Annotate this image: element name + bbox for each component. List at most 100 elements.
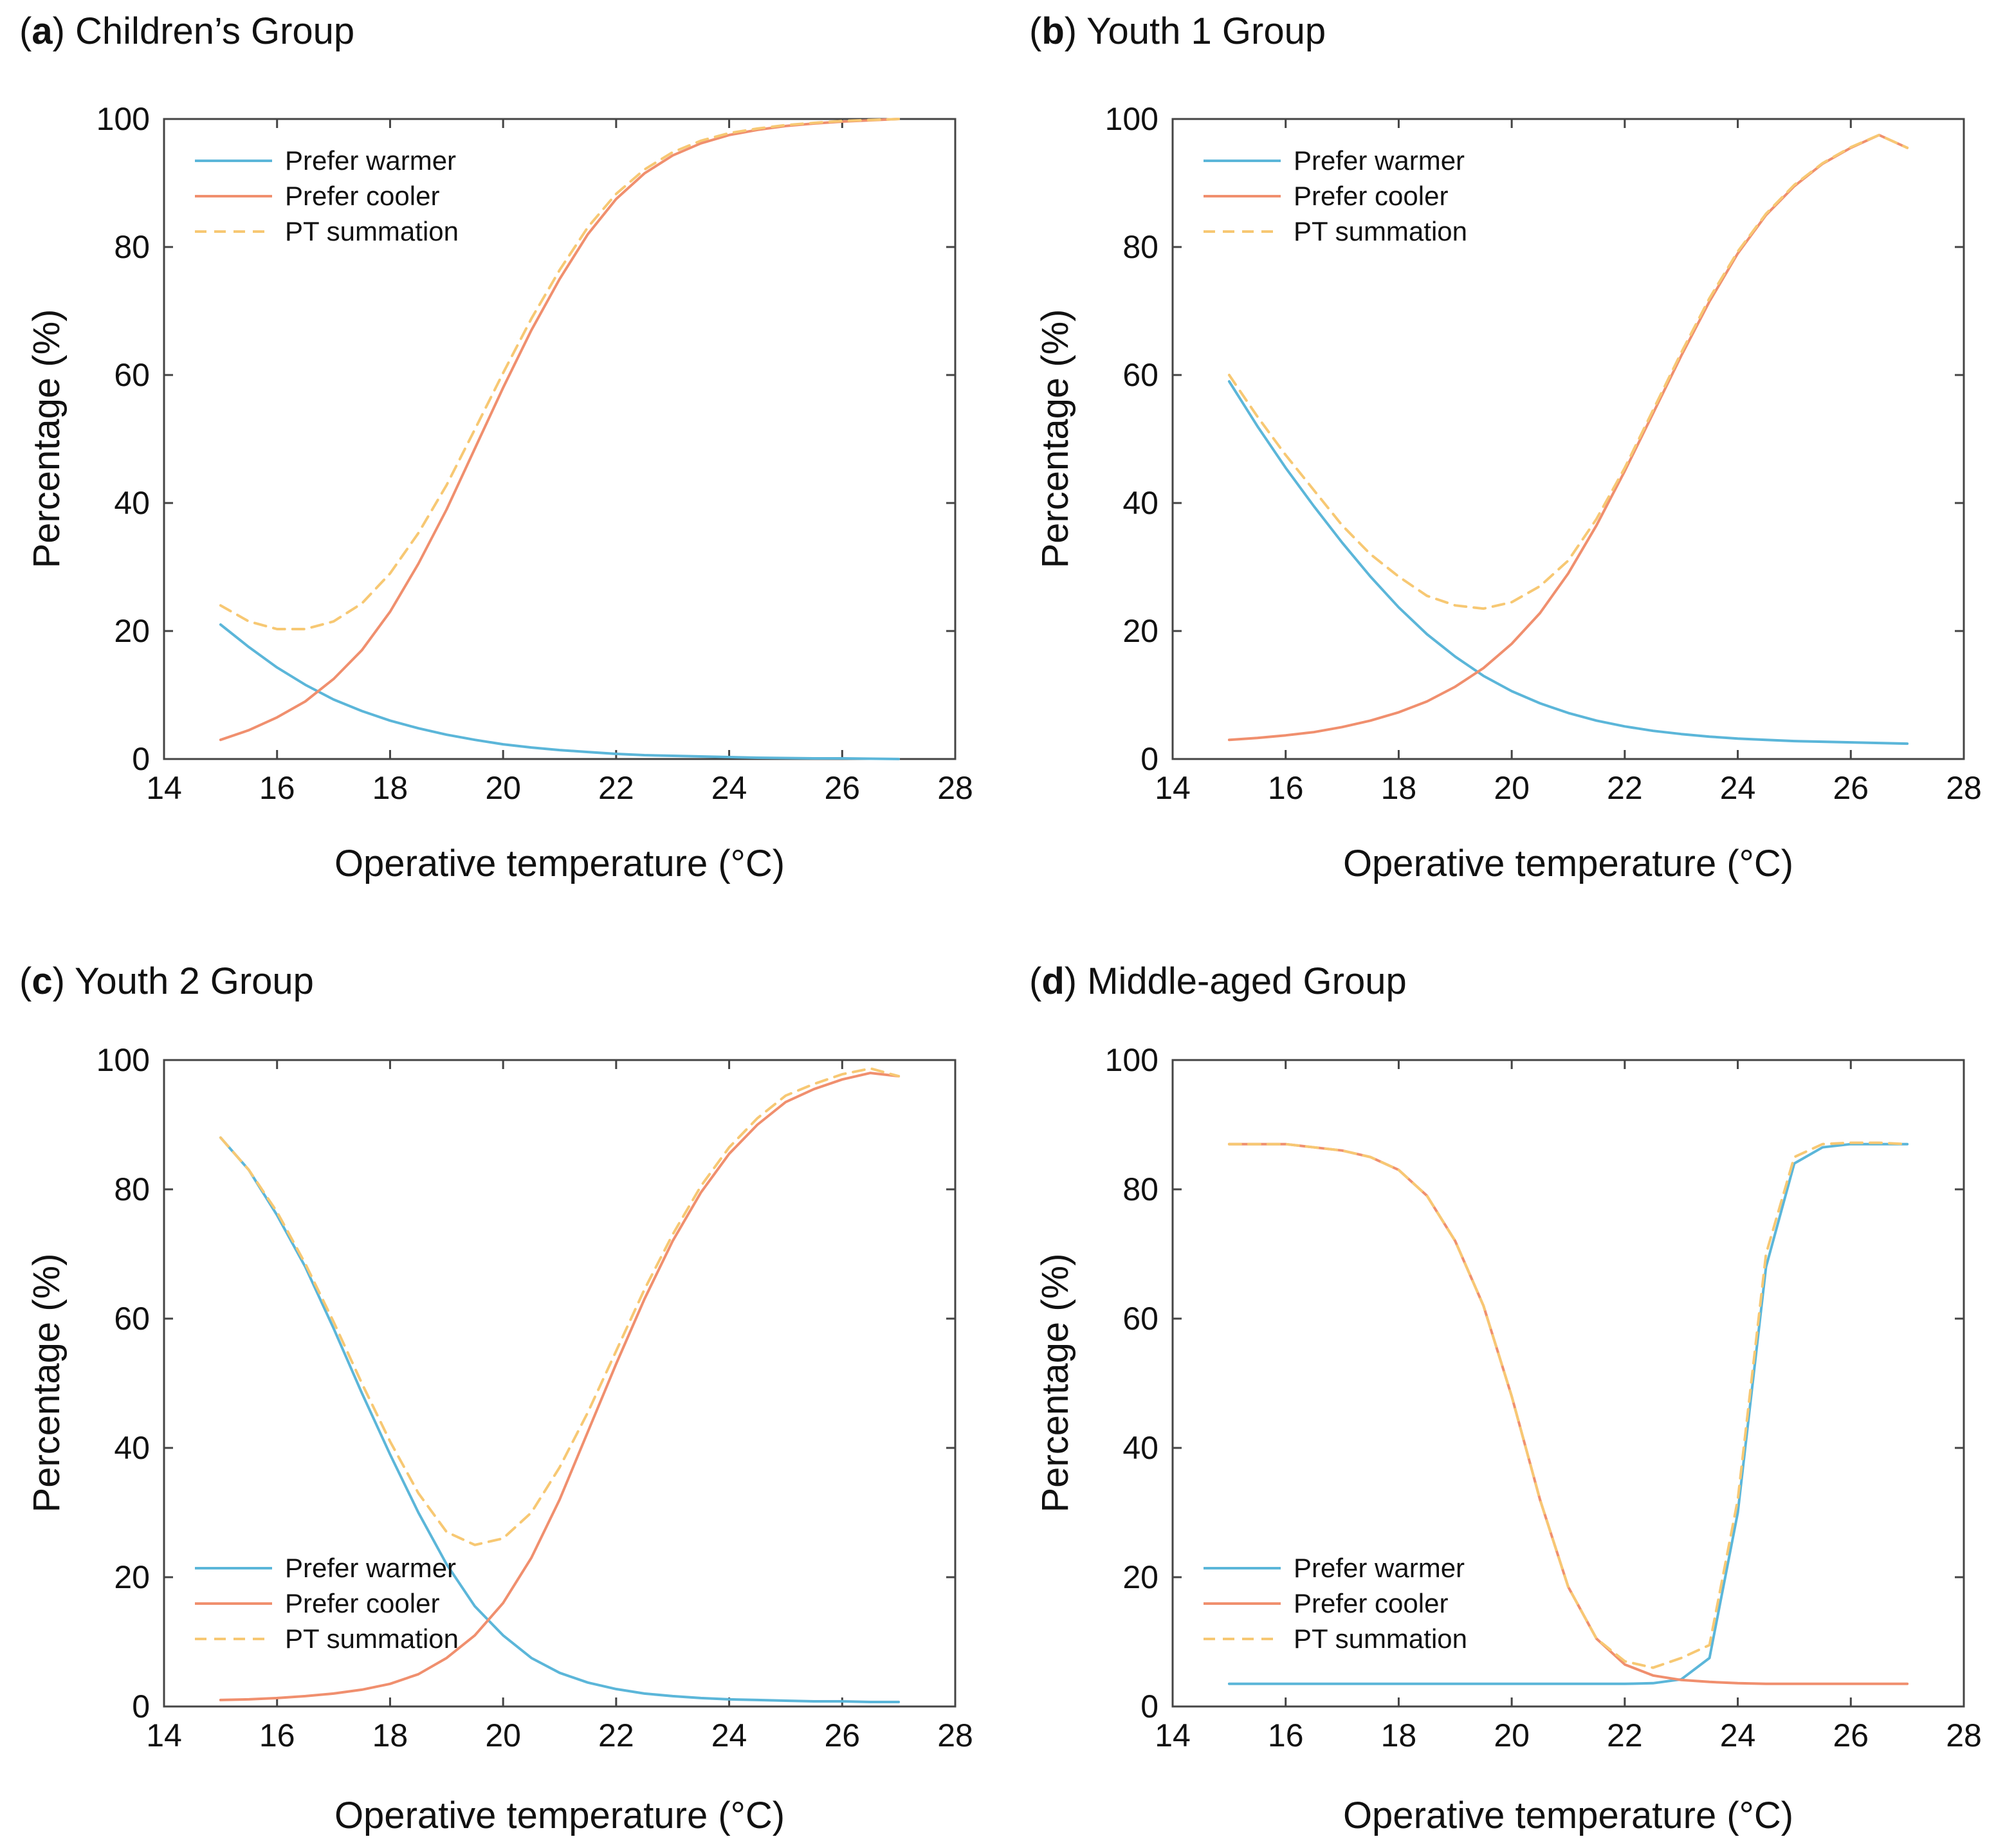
panel-c-series-prefer-warmer xyxy=(219,1136,901,1703)
panel-c-y-tick-label: 100 xyxy=(96,1042,150,1078)
panel-d: (d) Middle-aged Group 14 16 18 20 22 24 26 28 0 2… xyxy=(1029,960,1982,1836)
panel-b-y-axis-label: Percentage (%) xyxy=(1034,309,1076,569)
panel-b-legend-label-prefer-cooler: Prefer cooler xyxy=(1294,181,1448,211)
panel-a-x-tick-label: 26 xyxy=(824,770,860,806)
panel-a-x-axis-label: Operative temperature (°C) xyxy=(334,843,785,884)
panel-a-title: (a) Children’s Group xyxy=(19,10,354,52)
panel-a-plot-frame xyxy=(163,118,957,760)
panel-a-y-tick-label: 20 xyxy=(114,613,150,649)
panel-c-series-prefer-cooler xyxy=(219,1072,901,1701)
panel-c-y-axis-label: Percentage (%) xyxy=(26,1254,68,1513)
panel-c-x-tick-label: 16 xyxy=(259,1717,295,1753)
panel-d-series-prefer-warmer xyxy=(1227,1142,1909,1685)
panel-d-legend: Prefer warmer Prefer cooler PT summation xyxy=(1204,1553,1467,1654)
panel-d-x-tick-label: 28 xyxy=(1946,1717,1982,1753)
panel-d-x-tick-label: 26 xyxy=(1833,1717,1869,1753)
panel-d-ticks: 14 16 18 20 22 24 26 28 0 20 40 60 80 100 xyxy=(1105,1042,1982,1753)
panel-d-x-tick-label: 24 xyxy=(1720,1717,1756,1753)
panel-c-series-pt-summation xyxy=(219,1067,901,1546)
panel-b-y-tick-label: 100 xyxy=(1105,101,1158,137)
panel-d-legend-label-prefer-warmer: Prefer warmer xyxy=(1294,1553,1465,1583)
panel-a-x-tick-label: 24 xyxy=(711,770,747,806)
panel-d-x-tick-label: 16 xyxy=(1268,1717,1304,1753)
panel-d-x-tick-label: 22 xyxy=(1607,1717,1643,1753)
panel-b-x-tick-label: 24 xyxy=(1720,770,1756,806)
panel-d-y-tick-label: 100 xyxy=(1105,1042,1158,1078)
panel-d-y-tick-label: 40 xyxy=(1122,1430,1158,1466)
panel-c-x-tick-label: 18 xyxy=(372,1717,408,1753)
panel-b-x-tick-label: 14 xyxy=(1155,770,1191,806)
panel-d-series xyxy=(1227,1141,1909,1685)
panel-c-y-tick-label: 40 xyxy=(114,1430,150,1466)
panel-b-series xyxy=(1227,133,1909,746)
panel-d-title: (d) Middle-aged Group xyxy=(1029,960,1407,1002)
panel-b-title: (b) Youth 1 Group xyxy=(1029,10,1326,52)
panel-b-x-tick-label: 26 xyxy=(1833,770,1869,806)
panel-a-legend-label-prefer-warmer: Prefer warmer xyxy=(285,145,456,176)
panel-a-series xyxy=(219,118,901,760)
panel-a-x-tick-label: 16 xyxy=(259,770,295,806)
panel-c-legend-label-prefer-warmer: Prefer warmer xyxy=(285,1553,456,1583)
panel-c-title: (c) Youth 2 Group xyxy=(19,960,314,1002)
panel-a-x-tick-label: 14 xyxy=(146,770,182,806)
panel-c-y-tick-label: 0 xyxy=(132,1688,150,1724)
panel-b-y-tick-label: 0 xyxy=(1140,741,1158,777)
panel-c-legend-label-pt-summation: PT summation xyxy=(285,1624,459,1654)
panel-a-y-axis-label: Percentage (%) xyxy=(26,309,68,569)
panel-b-legend-label-pt-summation: PT summation xyxy=(1294,216,1467,246)
panel-d-series-pt-summation xyxy=(1227,1141,1909,1669)
panel-d-y-tick-label: 0 xyxy=(1140,1688,1158,1724)
panel-a-x-tick-label: 20 xyxy=(485,770,521,806)
panel-b-y-tick-label: 40 xyxy=(1122,485,1158,521)
panel-a-x-tick-label: 18 xyxy=(372,770,408,806)
panel-b-y-tick-label: 20 xyxy=(1122,613,1158,649)
panel-c-y-tick-label: 20 xyxy=(114,1559,150,1595)
panel-a-y-tick-label: 100 xyxy=(96,101,150,137)
panel-a-y-tick-label: 40 xyxy=(114,485,150,521)
panel-d-x-tick-label: 18 xyxy=(1381,1717,1417,1753)
panel-b-x-axis-label: Operative temperature (°C) xyxy=(1343,843,1793,884)
panel-a-y-tick-label: 60 xyxy=(114,357,150,393)
panel-c-plot-frame xyxy=(163,1059,957,1708)
panel-b-y-tick-label: 60 xyxy=(1122,357,1158,393)
panel-a-series-prefer-cooler xyxy=(219,118,901,742)
panel-b-y-tick-label: 80 xyxy=(1122,229,1158,265)
panel-c-x-tick-label: 14 xyxy=(146,1717,182,1753)
panel-a: (a) Children’s Group 14 16 18 20 22 24 26 28 0 20… xyxy=(19,10,973,884)
panel-d-x-tick-label: 20 xyxy=(1494,1717,1530,1753)
panel-c-y-tick-label: 60 xyxy=(114,1301,150,1337)
panel-d-x-tick-label: 14 xyxy=(1155,1717,1191,1753)
panel-a-series-prefer-warmer xyxy=(219,623,901,760)
panel-a-series-pt-summation xyxy=(219,118,901,630)
panel-a-legend-label-pt-summation: PT summation xyxy=(285,216,459,246)
panel-c-x-tick-label: 24 xyxy=(711,1717,747,1753)
panel-b-series-prefer-warmer xyxy=(1227,380,1909,746)
panel-d-y-tick-label: 80 xyxy=(1122,1171,1158,1207)
panel-b-series-pt-summation xyxy=(1227,133,1909,610)
panel-b-x-tick-label: 20 xyxy=(1494,770,1530,806)
panel-c-legend-label-prefer-cooler: Prefer cooler xyxy=(285,1588,439,1618)
panel-b-legend: Prefer warmer Prefer cooler PT summation xyxy=(1204,145,1467,246)
panel-c: (c) Youth 2 Group 14 16 18 20 22 24 26 28 0 20 40 6… xyxy=(19,960,973,1836)
panel-c-x-tick-label: 28 xyxy=(937,1717,973,1753)
panel-a-x-tick-label: 22 xyxy=(598,770,634,806)
panel-d-y-tick-label: 60 xyxy=(1122,1301,1158,1337)
panel-b-ticks: 14 16 18 20 22 24 26 28 0 20 40 60 80 100 xyxy=(1105,101,1982,806)
panel-a-ticks: 14 16 18 20 22 24 26 28 0 20 40 60 80 100 xyxy=(96,101,973,806)
panel-c-x-axis-label: Operative temperature (°C) xyxy=(334,1795,785,1836)
panel-b: (b) Youth 1 Group 14 16 18 20 22 24 26 28 0 20 40 6… xyxy=(1029,10,1982,884)
panel-d-legend-label-prefer-cooler: Prefer cooler xyxy=(1294,1588,1448,1618)
panel-c-legend: Prefer warmer Prefer cooler PT summation xyxy=(195,1553,459,1654)
panel-a-x-tick-label: 28 xyxy=(937,770,973,806)
panel-c-x-tick-label: 26 xyxy=(824,1717,860,1753)
panel-b-x-tick-label: 22 xyxy=(1607,770,1643,806)
panel-c-series xyxy=(219,1067,901,1703)
panel-c-x-tick-label: 20 xyxy=(485,1717,521,1753)
panel-b-plot-frame xyxy=(1171,118,1965,760)
panel-b-x-tick-label: 16 xyxy=(1268,770,1304,806)
panel-d-legend-label-pt-summation: PT summation xyxy=(1294,1624,1467,1654)
panel-d-plot-frame xyxy=(1171,1059,1965,1708)
panel-c-y-tick-label: 80 xyxy=(114,1171,150,1207)
panel-c-x-tick-label: 22 xyxy=(598,1717,634,1753)
